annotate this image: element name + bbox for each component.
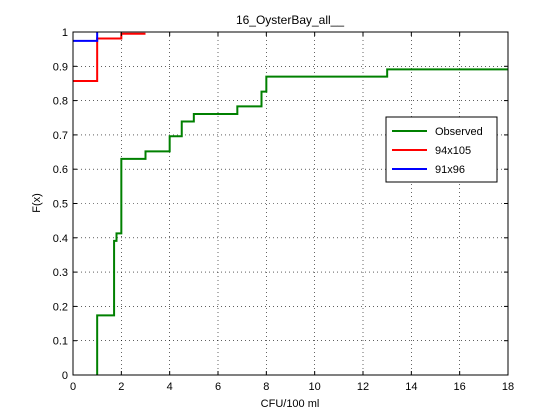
x-tick-label: 18 [502,381,514,393]
series-line-94x105 [73,32,146,83]
x-tick-label: 10 [309,381,321,393]
y-tick-label: 0.1 [53,336,68,348]
chart-title: 16_OysterBay_all__ [236,13,344,27]
series-line-observed [96,68,508,375]
y-axis-label: F(x) [31,193,43,213]
legend-label-91x96: 91x96 [435,164,465,176]
y-tick-label: 0.9 [53,61,68,73]
y-tick-label: 0.7 [53,130,68,142]
y-tick-label: 1 [62,27,68,39]
legend-label-observed: Observed [435,126,483,138]
plot-area [73,32,508,375]
y-tick-label: 0 [62,370,68,382]
y-tick-label: 0.3 [53,267,68,279]
x-axis-label: CFU/100 ml [261,398,320,410]
series-layer [73,32,508,375]
y-tick-label: 0.6 [53,164,68,176]
axis-ticks: 0 2 4 6 8 10 12 14 16 18 0 0.1 0.2 0.3 0.4 0.5 0.6 0.7 0.8… [53,27,514,393]
legend-label-94x105: 94x105 [435,145,471,157]
y-tick-label: 0.2 [53,301,68,313]
x-tick-label: 4 [167,381,173,393]
x-tick-label: 16 [454,381,466,393]
y-tick-label: 0.5 [53,199,68,211]
x-tick-label: 6 [215,381,221,393]
x-tick-label: 2 [118,381,124,393]
x-tick-label: 12 [357,381,369,393]
grid [73,32,508,375]
x-tick-label: 0 [70,381,76,393]
y-tick-label: 0.4 [53,233,68,245]
x-tick-label: 8 [263,381,269,393]
series-line-91x96 [73,32,99,42]
x-tick-label: 14 [405,381,417,393]
legend: Observed 94x105 91x96 [385,116,498,183]
y-tick-label: 0.8 [53,96,68,108]
